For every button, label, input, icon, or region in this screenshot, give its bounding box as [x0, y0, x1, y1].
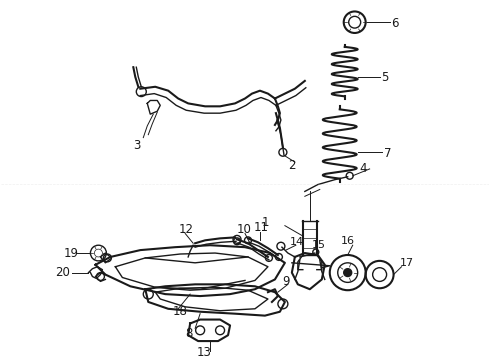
Text: 20: 20 [55, 266, 71, 279]
Text: 9: 9 [282, 275, 290, 288]
Text: 18: 18 [172, 305, 187, 318]
Text: 5: 5 [382, 72, 389, 85]
Text: 10: 10 [237, 223, 252, 236]
Text: 11: 11 [254, 221, 269, 234]
Text: 17: 17 [399, 258, 414, 268]
Text: 1: 1 [262, 216, 270, 229]
Text: 2: 2 [288, 158, 295, 171]
Text: 6: 6 [392, 17, 399, 30]
Text: 16: 16 [341, 236, 355, 246]
Text: 15: 15 [312, 240, 326, 250]
Text: 13: 13 [197, 346, 212, 359]
Text: 19: 19 [64, 247, 78, 260]
Circle shape [343, 269, 352, 276]
Text: 14: 14 [290, 237, 304, 247]
Text: 8: 8 [185, 327, 193, 340]
Text: 3: 3 [133, 139, 141, 152]
Text: 4: 4 [360, 162, 367, 175]
Text: 12: 12 [178, 223, 193, 236]
Text: 7: 7 [384, 147, 391, 160]
